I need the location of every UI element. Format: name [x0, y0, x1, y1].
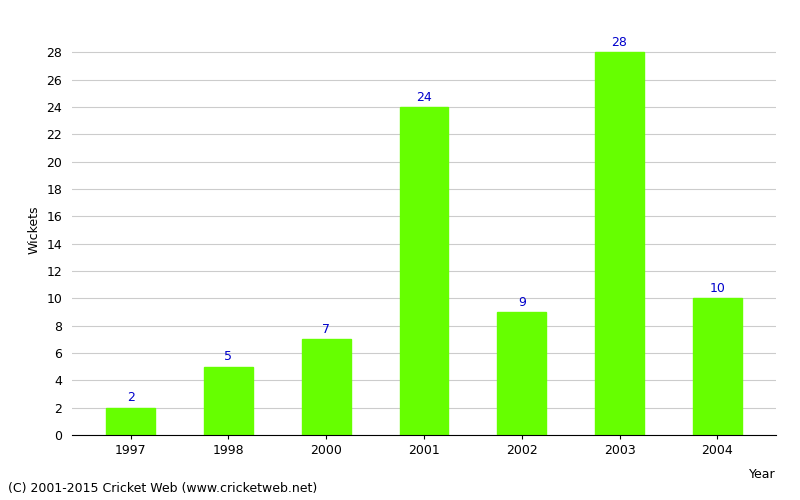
Bar: [693, 298, 742, 435]
Text: 24: 24: [416, 90, 432, 104]
Bar: [204, 366, 253, 435]
Bar: [399, 107, 449, 435]
Bar: [106, 408, 155, 435]
Text: 5: 5: [225, 350, 233, 363]
Y-axis label: Wickets: Wickets: [28, 206, 41, 254]
Bar: [302, 340, 350, 435]
Text: 2: 2: [126, 391, 134, 404]
Text: 10: 10: [710, 282, 726, 295]
Text: (C) 2001-2015 Cricket Web (www.cricketweb.net): (C) 2001-2015 Cricket Web (www.cricketwe…: [8, 482, 318, 495]
Text: 28: 28: [612, 36, 627, 49]
Text: 9: 9: [518, 296, 526, 308]
Text: Year: Year: [750, 468, 776, 480]
Bar: [595, 52, 644, 435]
Text: 7: 7: [322, 323, 330, 336]
Bar: [498, 312, 546, 435]
